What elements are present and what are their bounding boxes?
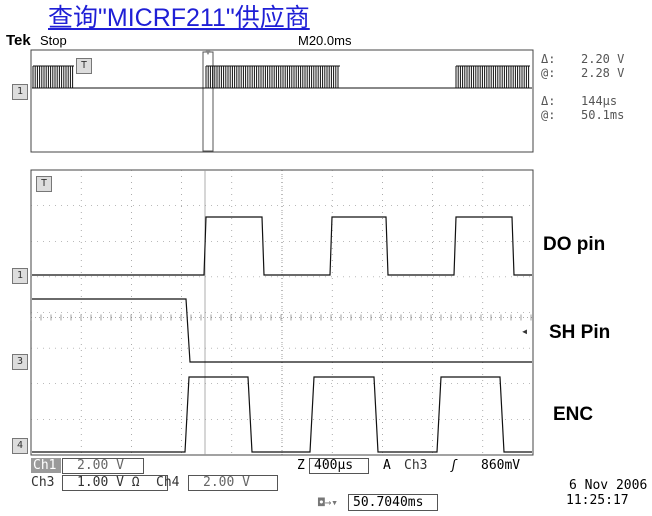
ch1-main-marker[interactable]: 1: [12, 268, 28, 284]
ch3-scale: 1.00 V Ω: [62, 475, 168, 491]
trigger-position-icon: ◘→▾: [318, 496, 338, 509]
zoom-timebase[interactable]: 400μs: [309, 458, 369, 474]
trigger-level-arrow-icon: ◂: [521, 324, 529, 338]
cursor-delta-t-label: Δ:: [541, 94, 556, 108]
cursor-at-v-label: @:: [541, 66, 556, 80]
ch4-scale: 2.00 V: [188, 475, 278, 491]
trigger-mode: A: [383, 458, 391, 473]
do-pin-trace: [32, 216, 532, 276]
graticule: [30, 170, 533, 455]
ch1-scale: 2.00 V: [62, 458, 144, 474]
overview-frame: [30, 49, 534, 153]
trigger-position[interactable]: 50.7040ms: [348, 494, 438, 511]
ch1-overview-marker[interactable]: 1: [12, 84, 28, 100]
brand-logo: Tek: [6, 32, 31, 49]
main-timebase: M20.0ms: [298, 33, 352, 48]
cursor-at-v: 2.28 V: [581, 66, 625, 80]
trigger-slope-icon: ʃ: [450, 458, 458, 473]
trigger-main-marker[interactable]: T: [36, 176, 52, 192]
do-pin-label: DO pin: [543, 234, 606, 255]
overview-burst-1: [205, 66, 339, 88]
zoom-marker-arrow: [205, 50, 211, 55]
ch1-label[interactable]: Ch1: [31, 458, 61, 473]
trigger-level[interactable]: 860mV: [481, 458, 521, 473]
date-readout: 6 Nov 2006: [569, 478, 648, 493]
trigger-source[interactable]: Ch3: [404, 458, 428, 473]
sh-pin-label: SH Pin: [549, 322, 611, 343]
overview-bursts: [32, 65, 530, 88]
cursor-delta-t: 144μs: [581, 94, 618, 108]
enc-trace: [32, 376, 532, 453]
cursor-delta-v: 2.20 V: [581, 52, 625, 66]
ch4-marker[interactable]: 4: [12, 438, 28, 454]
cursor-at-t: 50.1ms: [581, 108, 625, 122]
trigger-overview-marker[interactable]: T: [76, 58, 92, 74]
zoom-label: Z: [297, 458, 305, 473]
main-traces: [32, 216, 532, 453]
overview-burst-2: [455, 66, 530, 88]
time-readout: 11:25:17: [566, 493, 629, 508]
cursor-delta-v-label: Δ:: [541, 52, 556, 66]
sh-pin-trace: [32, 298, 532, 363]
main-frame: [30, 169, 534, 456]
supplier-query-link[interactable]: 查询"MICRF211"供应商: [48, 4, 310, 32]
enc-label: ENC: [553, 404, 594, 425]
ch3-marker[interactable]: 3: [12, 354, 28, 370]
acquisition-status: Stop: [40, 33, 67, 48]
ch4-label[interactable]: Ch4: [156, 475, 180, 490]
overview-burst-0: [32, 66, 74, 88]
ch3-label[interactable]: Ch3: [31, 475, 55, 490]
cursor-at-t-label: @:: [541, 108, 556, 122]
